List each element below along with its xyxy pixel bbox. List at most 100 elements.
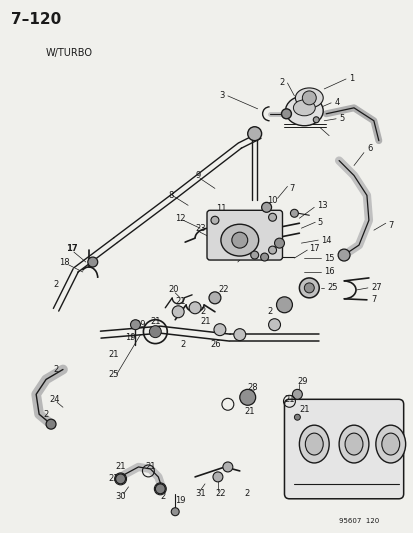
Text: 2: 2 xyxy=(53,365,58,374)
Circle shape xyxy=(337,249,349,261)
Text: 19: 19 xyxy=(135,320,146,329)
Text: 2: 2 xyxy=(267,307,272,316)
Text: 21: 21 xyxy=(108,350,119,359)
Text: 21: 21 xyxy=(299,405,309,414)
Text: 19: 19 xyxy=(125,333,136,342)
Text: 29: 29 xyxy=(297,377,307,386)
Text: 14: 14 xyxy=(320,236,331,245)
FancyBboxPatch shape xyxy=(284,399,403,499)
Circle shape xyxy=(260,253,268,261)
Circle shape xyxy=(268,213,276,221)
Text: 17: 17 xyxy=(66,244,77,253)
Text: 2: 2 xyxy=(199,307,205,316)
Text: 26: 26 xyxy=(209,340,220,349)
Ellipse shape xyxy=(344,433,362,455)
Ellipse shape xyxy=(338,425,368,463)
Text: 12: 12 xyxy=(175,214,185,223)
Text: 23: 23 xyxy=(195,224,205,233)
Circle shape xyxy=(301,91,316,105)
Text: 6: 6 xyxy=(366,144,371,153)
Circle shape xyxy=(231,232,247,248)
Circle shape xyxy=(88,257,97,267)
Circle shape xyxy=(189,302,201,314)
Circle shape xyxy=(276,297,292,313)
Text: 25: 25 xyxy=(326,284,337,293)
Text: 2: 2 xyxy=(279,78,284,87)
Text: 4: 4 xyxy=(333,99,339,107)
Circle shape xyxy=(281,109,291,119)
Text: 3: 3 xyxy=(218,91,224,100)
Circle shape xyxy=(299,278,318,298)
Text: 9: 9 xyxy=(195,171,200,180)
Circle shape xyxy=(209,292,221,304)
Circle shape xyxy=(212,472,222,482)
Text: 21: 21 xyxy=(145,463,156,472)
Circle shape xyxy=(46,419,56,429)
Text: 7–120: 7–120 xyxy=(11,12,62,27)
Text: 22: 22 xyxy=(214,489,225,498)
Circle shape xyxy=(115,474,125,484)
Text: 13: 13 xyxy=(316,201,327,210)
Circle shape xyxy=(211,216,218,224)
Ellipse shape xyxy=(295,88,323,108)
Circle shape xyxy=(130,320,140,330)
Circle shape xyxy=(290,209,298,217)
Text: 22: 22 xyxy=(217,285,228,294)
Circle shape xyxy=(247,127,261,141)
Text: 25: 25 xyxy=(108,370,119,379)
Ellipse shape xyxy=(299,425,328,463)
Text: 21: 21 xyxy=(108,474,119,483)
Text: 10: 10 xyxy=(267,196,278,205)
Circle shape xyxy=(149,326,161,337)
Text: 17: 17 xyxy=(309,244,319,253)
Circle shape xyxy=(268,246,276,254)
Circle shape xyxy=(222,462,232,472)
Circle shape xyxy=(172,306,184,318)
Text: 27: 27 xyxy=(370,284,381,293)
Text: 21: 21 xyxy=(284,395,294,404)
Circle shape xyxy=(294,414,300,420)
Text: 2: 2 xyxy=(244,489,249,498)
Ellipse shape xyxy=(381,433,399,455)
Text: 16: 16 xyxy=(323,268,334,277)
Circle shape xyxy=(268,319,280,330)
Ellipse shape xyxy=(305,433,323,455)
Text: 7: 7 xyxy=(370,295,375,304)
Text: 2: 2 xyxy=(247,247,252,256)
Circle shape xyxy=(171,508,179,516)
Text: 7: 7 xyxy=(388,221,393,230)
Circle shape xyxy=(313,117,318,123)
Circle shape xyxy=(261,203,271,212)
Text: 5: 5 xyxy=(338,114,344,123)
Text: 21: 21 xyxy=(244,407,255,416)
Text: 18: 18 xyxy=(59,257,69,266)
Text: 11: 11 xyxy=(216,204,226,213)
Text: 95607  120: 95607 120 xyxy=(338,518,378,523)
Circle shape xyxy=(239,389,255,405)
Text: 28: 28 xyxy=(247,383,258,392)
Circle shape xyxy=(292,389,301,399)
FancyBboxPatch shape xyxy=(206,211,282,260)
Text: 2: 2 xyxy=(180,340,185,349)
Ellipse shape xyxy=(285,96,323,126)
Circle shape xyxy=(304,283,313,293)
Text: 7: 7 xyxy=(289,184,294,193)
Ellipse shape xyxy=(221,224,258,256)
Text: 21: 21 xyxy=(115,463,126,472)
Text: 15: 15 xyxy=(323,254,334,263)
Circle shape xyxy=(233,329,245,341)
Circle shape xyxy=(250,251,258,259)
Circle shape xyxy=(155,484,165,494)
Text: 30: 30 xyxy=(115,492,126,502)
Text: 20: 20 xyxy=(168,285,178,294)
Circle shape xyxy=(274,238,284,248)
Text: 21: 21 xyxy=(150,317,161,326)
Text: 8: 8 xyxy=(168,191,173,200)
Text: 31: 31 xyxy=(195,489,205,498)
Ellipse shape xyxy=(293,100,315,116)
Text: 21: 21 xyxy=(175,297,185,306)
Text: 2: 2 xyxy=(160,492,165,502)
Text: 24: 24 xyxy=(49,395,59,404)
Text: 2: 2 xyxy=(53,280,58,289)
Text: 21: 21 xyxy=(199,317,210,326)
